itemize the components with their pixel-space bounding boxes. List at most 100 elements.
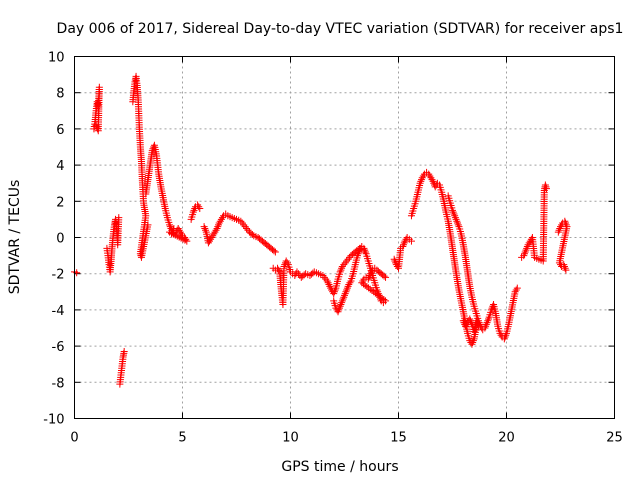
data-point-segment-l [501, 333, 509, 341]
data-point-segment-i [342, 288, 350, 296]
data-point-segment-e [168, 230, 176, 238]
data-point-segment-o [556, 224, 564, 232]
data-point-segment-h [343, 257, 351, 265]
data-point-segment-l [454, 221, 462, 229]
data-point-segment-o [561, 217, 569, 225]
data-point-segment-g [270, 247, 278, 255]
data-point-segment-f [190, 206, 198, 214]
data-point-segment-l [451, 214, 459, 222]
data-point-segment-l [513, 284, 521, 292]
y-tick-label: -10 [43, 413, 64, 428]
data-point-segment-h [337, 266, 345, 274]
data-point-segment-n [542, 183, 550, 191]
y-tick-label: 10 [48, 51, 65, 66]
data-point-segment-l [449, 208, 457, 216]
data-point-segment-i [343, 284, 351, 292]
chart-title: Day 006 of 2017, Sidereal Day-to-day VTE… [57, 21, 624, 37]
data-point-segment-g [218, 214, 226, 222]
data-point-segment-i [345, 281, 353, 289]
data-point-segment-j [400, 241, 408, 249]
x-tick-label: 20 [498, 431, 515, 446]
data-point-segment-i [380, 272, 388, 280]
data-point-segment-i [335, 304, 343, 312]
data-point-segment-g [213, 224, 221, 232]
tick-labels: 0 5 10 15 20 25 -10 -8 -6 -4 -2 0 2 4 6 8 10 [43, 51, 623, 446]
data-point-segment-e [175, 226, 183, 234]
data-point-segment-g [200, 223, 208, 231]
data-point-segment-l [451, 212, 459, 220]
data-point-burst-a [94, 125, 102, 133]
data-point-segment-k [468, 340, 476, 348]
grid [74, 56, 615, 419]
data-point-segment-l [496, 329, 504, 337]
data-point-segment-n [522, 246, 530, 254]
data-point-segment-g [214, 223, 222, 231]
data-point-segment-j [391, 257, 399, 265]
data-point-segment-l [483, 319, 491, 327]
data-point-segment-g [201, 224, 209, 232]
data-point-segment-i [355, 248, 363, 256]
x-tick-label: 10 [282, 431, 299, 446]
data-point-segment-l [485, 315, 492, 323]
data-point-segment-o [557, 223, 564, 231]
data-point-segment-g [215, 221, 222, 229]
data-point-segment-o [562, 219, 570, 227]
data-point-segment-i [361, 246, 369, 254]
data-point-segment-i [338, 297, 346, 305]
y-tick-label: 8 [56, 87, 64, 102]
data-point-segment-l [511, 288, 519, 296]
data-point-segment-k [469, 338, 477, 346]
data-point-segment-h [326, 282, 334, 290]
data-point-burst-c [120, 348, 128, 356]
data-point-segment-h [296, 272, 304, 280]
data-point-segment-n [524, 241, 532, 249]
data-point-segment-g [212, 226, 220, 234]
data-point-segment-l [452, 215, 460, 223]
data-point-segment-i [359, 277, 367, 285]
data-point-segment-i [346, 279, 354, 287]
y-tick-label: -4 [52, 304, 65, 319]
data-point-segment-g [202, 226, 210, 234]
data-point-segment-i [341, 291, 348, 299]
data-point-segment-i [343, 286, 351, 294]
data-point-segment-g [241, 223, 249, 231]
data-point-segment-h [274, 264, 282, 272]
data-point-segment-i [365, 273, 373, 281]
data-point-segment-g [204, 239, 212, 247]
data-point-segment-k [416, 179, 424, 187]
data-point-segment-h [338, 264, 346, 272]
data-point-segment-n [542, 185, 550, 193]
data-point-segment-o [554, 228, 562, 236]
data-point-segment-e [169, 226, 177, 234]
data-point-segment-h [344, 255, 352, 263]
data-point-segment-j [400, 239, 408, 247]
data-point-burst-a [94, 127, 102, 135]
plot-frame [74, 56, 615, 419]
data-point-segment-l [512, 286, 520, 294]
data-point-segment-h [320, 273, 328, 281]
data-point-segment-n [523, 244, 531, 252]
y-axis-label: SDTVAR / TECUs [7, 180, 23, 295]
y-tick-label: 2 [56, 195, 64, 210]
data-point-segment-j [392, 259, 400, 267]
data-point-segment-h [330, 290, 338, 298]
data-point-segment-m [474, 322, 482, 330]
data-point-segment-m [461, 322, 469, 330]
data-point-segment-l [484, 317, 492, 325]
data-point-segment-e [166, 221, 174, 229]
data-point-segment-g [207, 235, 215, 243]
x-tick-label: 15 [390, 431, 407, 446]
data-point-segment-g [237, 217, 245, 225]
data-point-segment-n [521, 250, 528, 258]
data-point-segment-k [418, 174, 426, 182]
data-point-segment-i [335, 306, 343, 314]
data-point-segment-h [338, 262, 346, 270]
data-point-segment-e [168, 228, 176, 236]
data-point-segment-g [211, 228, 219, 236]
data-point-burst-a [93, 123, 101, 131]
data-point-segment-i [354, 250, 362, 258]
data-point-segment-o [555, 226, 563, 234]
data-point-segment-k [427, 174, 435, 182]
data-point-segment-l [454, 219, 462, 227]
